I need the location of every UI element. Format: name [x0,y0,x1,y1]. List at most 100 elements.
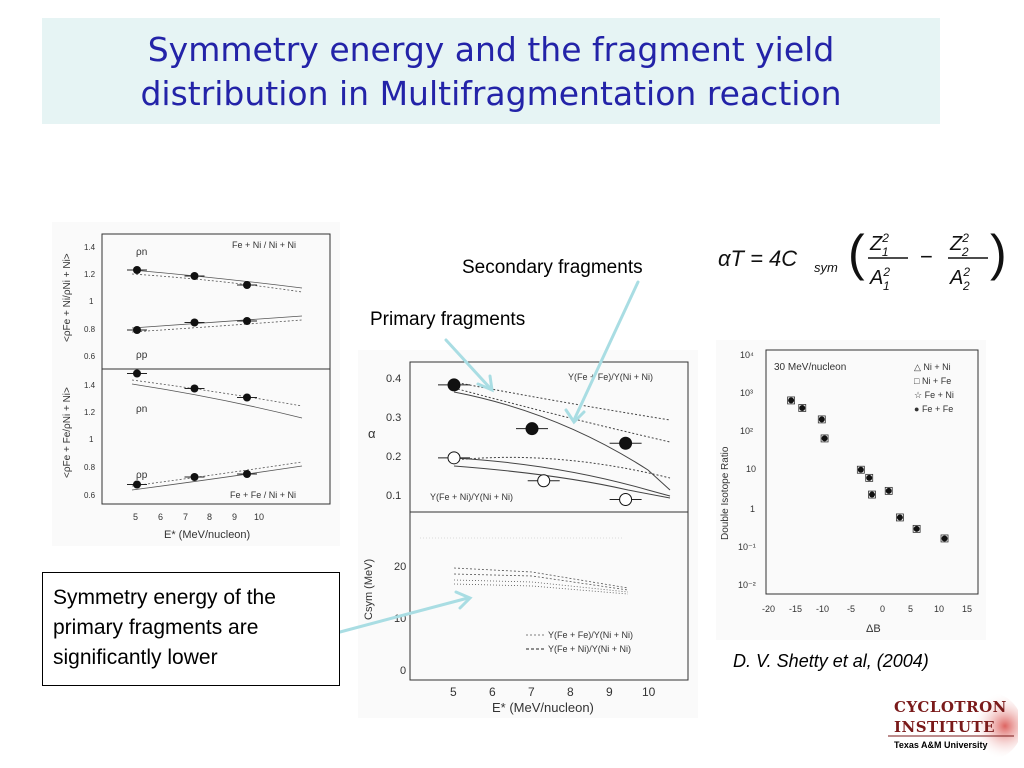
iso-y-tick-10: 10 [746,464,756,474]
left-point-1-0-2 [243,393,251,402]
iso-point-square-0 [787,396,796,405]
iso-point-8 [896,514,903,521]
alpha-dashed-3 [453,456,671,479]
iso-point-square-5 [865,473,874,482]
alpha-point-1-1 [537,474,551,488]
iso-point-square-4 [856,465,865,474]
iso-x-tick-0: 0 [880,604,885,614]
primary-arrow [444,338,492,390]
x-tick-10: 10 [254,512,264,522]
bottom-rho-n-label: ρn [136,404,147,415]
title-line-1: Symmetry energy and the fragment yield [147,30,835,69]
alpha-point-1-0 [447,451,461,465]
iso-legend-feni: ☆ Fe + Ni [914,390,954,400]
title-line-2: distribution in Multifragmentation react… [140,74,842,113]
iso-point-7 [885,487,892,494]
iso-x-tick--20: -20 [762,604,775,614]
iso-point-square-2 [817,415,826,424]
curve-bot-p-1 [131,465,303,491]
mid-x-tick-7: 7 [528,685,535,699]
alpha-tick-0.3: 0.3 [386,412,401,424]
alpha-label-fefe: Y(Fe + Fe)/Y(Ni + Ni) [568,372,653,382]
alpha-point-0-1 [525,422,539,436]
mid-x-tick-8: 8 [567,685,574,699]
iso-y-label: Double Isotope Ratio [720,446,731,540]
x-tick-7: 7 [183,512,188,522]
logo-line-3: Texas A&M University [894,740,988,750]
primary-arrow-head [476,374,494,393]
formula-a1: A2 1 [869,265,890,293]
formula-minus: − [920,244,933,269]
tick-bot-1.4: 1.4 [84,381,96,390]
mid-x-axis-label: E* (MeV/nucleon) [492,700,594,715]
double-isotope-plot: 10⁴ 10³ 10² 10 1 10⁻¹ 10⁻² -20 -15 -10 -… [720,349,979,635]
iso-y-tick-1e2: 10² [740,426,753,436]
left-data-points [127,266,257,489]
curve-top-p-1 [131,315,303,329]
slide-title: Symmetry energy and the fragment yield d… [42,28,940,116]
bottom-rho-p-label: ρp [136,470,148,481]
x-tick-5: 5 [133,512,138,522]
x-tick-6: 6 [158,512,163,522]
alpha-tick-0.4: 0.4 [386,373,401,385]
tick-top-1: 1 [89,297,94,306]
iso-legend-fefe: ● Fe + Fe [914,404,953,414]
iso-y-tick-1: 1 [750,504,755,514]
left-point-1-1-0 [133,480,141,489]
iso-point-10 [941,535,948,542]
note-arrow-head [454,590,473,610]
iso-point-5 [866,474,873,481]
iso-point-1 [799,404,806,411]
iso-legend-nini: △ Ni + Ni [914,362,951,372]
secondary-fragments-label: Secondary fragments [462,257,643,278]
curve-bot-p-2 [131,461,303,487]
symmetry-formula: αT = 4C sym ( Z2 1 A2 1 − Z2 2 A2 2 ) [718,222,1008,294]
alpha-y-label: α [368,426,376,441]
iso-point-4 [857,466,864,473]
tick-bot-0.8: 0.8 [84,463,96,472]
double-isotope-figure: 10⁴ 10³ 10² 10 1 10⁻¹ 10⁻² -20 -15 -10 -… [716,340,986,640]
alpha-solid-1 [453,391,671,491]
csym-tick-20: 20 [394,561,406,573]
citation: D. V. Shetty et al, (2004) [733,651,929,671]
mid-data-points [438,378,642,506]
iso-point-9 [913,525,920,532]
iso-data-points [787,396,949,543]
left-point-1-0-0 [133,369,141,378]
secondary-arrow [572,280,640,422]
iso-y-tick-1e3: 10³ [740,388,753,398]
alpha-point-0-2 [619,436,633,450]
iso-x-tick--15: -15 [789,604,802,614]
iso-energy-label: 30 MeV/nucleon [774,362,846,373]
formula-lhs: αT = 4C [718,246,797,271]
bottom-legend: Fe + Fe / Ni + Ni [230,490,296,500]
note-line-1: Symmetry energy of the [53,586,276,609]
secondary-arrow-head [564,408,586,425]
curve-top-n-2 [131,273,303,293]
iso-y-tick-1e-2: 10⁻² [738,580,756,590]
left-point-0-1-0 [133,326,141,334]
formula-a2: A2 2 [949,265,970,293]
alpha-solid-3 [453,465,671,499]
top-rho-n-label: ρn [136,247,147,258]
alpha-label-feni: Y(Fe + Ni)/Y(Ni + Ni) [430,492,513,502]
iso-x-label: ΔB [866,623,881,635]
tick-top-0.6: 0.6 [84,352,96,361]
mid-x-tick-6: 6 [489,685,496,699]
csym-panel-frame [409,511,689,681]
formula-close-paren: ) [990,225,1007,281]
alpha-tick-0.2: 0.2 [386,451,401,463]
iso-x-tick-15: 15 [962,604,972,614]
left-point-0-0-1 [190,272,199,280]
tick-bot-1.2: 1.2 [84,408,96,417]
alpha-point-1-2 [619,493,633,506]
iso-legend-nife: □ Ni + Fe [914,376,951,386]
iso-y-tick-1e4: 10⁴ [740,350,754,360]
alpha-point-0-0 [447,378,461,392]
curve-top-p-2 [131,319,303,333]
tick-top-1.2: 1.2 [84,270,96,279]
mid-x-tick-5: 5 [450,685,457,699]
note-arrow [338,596,470,634]
iso-point-square-10 [940,534,949,543]
